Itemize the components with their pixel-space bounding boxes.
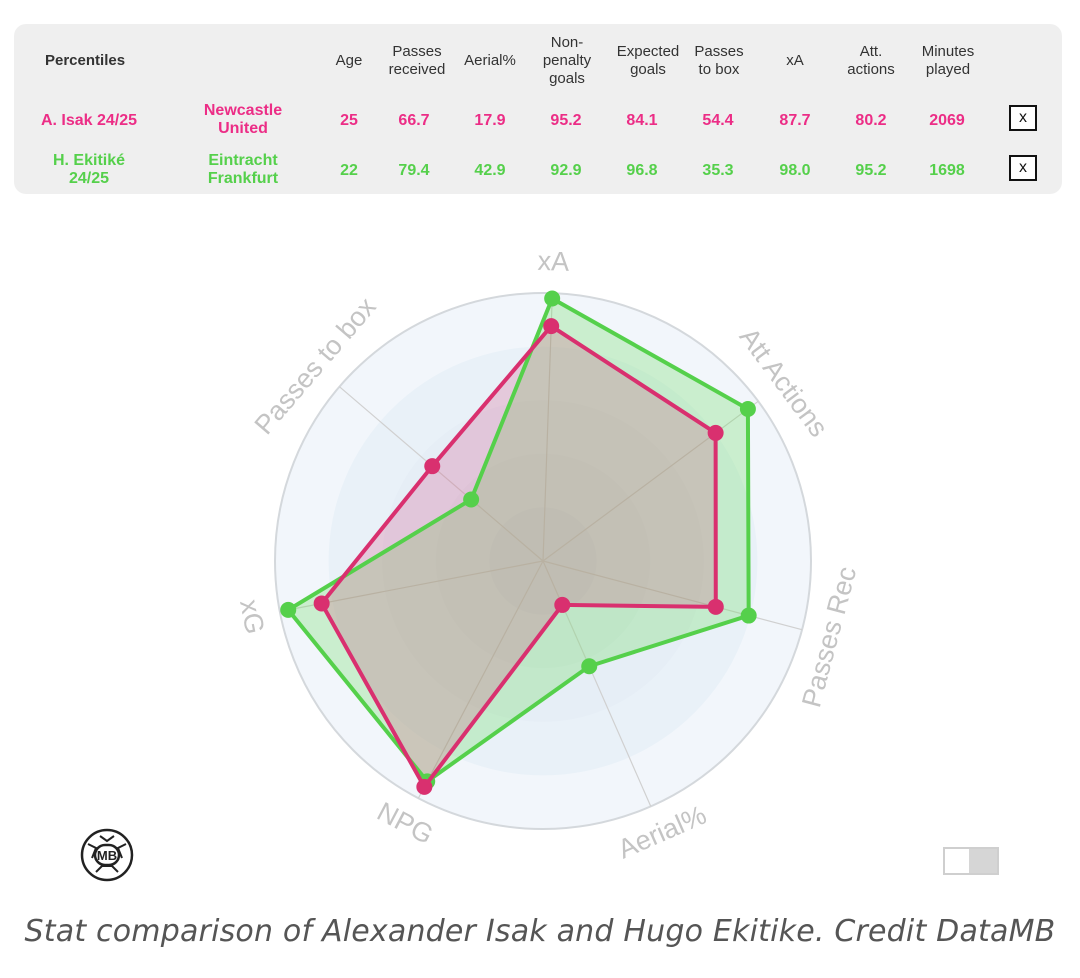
radar-point-ekitike-1 [739,400,756,417]
radar-spoke-0 [542,293,553,562]
radar-axis-label-5: xG [234,597,270,637]
row-ekitike-minutes: 1698 [929,162,965,179]
figure-caption: Stat comparison of Alexander Isak and Hu… [24,914,1056,949]
radar-area-isak [321,326,716,787]
radar-axis-label-0: xA [537,246,570,277]
row-isak-npg: 95.2 [550,112,582,129]
row-isak-team: Newcastle United [203,102,283,137]
row-isak-aerial: 17.9 [474,112,506,129]
radar-point-isak-3 [554,596,571,613]
row-ekitike-xa: 98.0 [779,162,811,179]
row-ekitike-xg: 96.8 [626,162,658,179]
radar-point-isak-2 [707,598,724,615]
row-ekitike-att-actions: 95.2 [855,162,887,179]
header-passes-to-box: Passes to box [694,43,744,78]
header-npg: Non-penalty goals [542,34,592,87]
logo-text: MB [97,848,117,863]
header-percentiles: Percentiles [45,52,126,69]
radar-point-ekitike-3 [581,658,598,675]
radar-point-ekitike-0 [544,290,561,307]
percentiles-table: Percentiles Age Passes received Aerial% N… [14,24,1062,194]
row-isak-player: A. Isak 24/25 [40,112,138,129]
radar-area-ekitike [288,298,749,782]
radar-spoke-2 [542,560,803,631]
radar-point-isak-1 [707,424,724,441]
radar-spoke-4 [417,560,544,799]
datamb-logo-icon: MB [80,828,134,882]
header-aerial: Aerial% [464,52,516,69]
row-ekitike-aerial: 42.9 [474,162,506,179]
row-ekitike-age: 22 [340,162,358,179]
row-isak-passes-to-box: 54.4 [702,112,734,129]
radar-spoke-6 [339,386,544,562]
row-isak-xa: 87.7 [779,112,811,129]
radar-point-isak-0 [543,318,560,335]
row-ekitike-passes-to-box: 35.3 [702,162,734,179]
radar-point-ekitike-5 [280,601,297,618]
radar-point-isak-4 [416,778,433,795]
header-xg: Expected goals [616,43,680,78]
row-ekitike-team: Eintracht Frankfurt [207,152,279,187]
header-att-actions: Att. actions [847,43,895,78]
radar-point-isak-6 [424,458,441,475]
row-ekitike-passes-received: 79.4 [398,162,430,179]
radar-line-isak [319,323,718,791]
view-toggle[interactable] [943,847,999,875]
row-isak-att-actions: 80.2 [855,112,887,129]
toggle-knob[interactable] [945,849,969,873]
row-ekitike-npg: 92.9 [550,162,582,179]
remove-ekitike-button[interactable]: x [1009,155,1037,181]
row-ekitike-player: H. Ekitiké 24/25 [52,152,126,187]
row-isak-xg: 84.1 [626,112,658,129]
header-minutes-played: Minutes played [921,43,975,78]
row-isak-age: 25 [340,112,358,129]
header-passes-received: Passes received [388,43,446,78]
row-isak-passes-received: 66.7 [398,112,430,129]
header-xa: xA [786,52,804,69]
radar-line-ekitike [285,295,751,785]
header-age: Age [335,52,363,69]
radar-point-ekitike-6 [463,491,480,508]
radar-axis-label-4: NPG [372,796,438,850]
radar-point-isak-5 [313,595,330,612]
radar-point-ekitike-2 [740,607,757,624]
radar-spoke-1 [542,400,759,562]
row-isak-minutes: 2069 [929,112,965,129]
remove-isak-button[interactable]: x [1009,105,1037,131]
